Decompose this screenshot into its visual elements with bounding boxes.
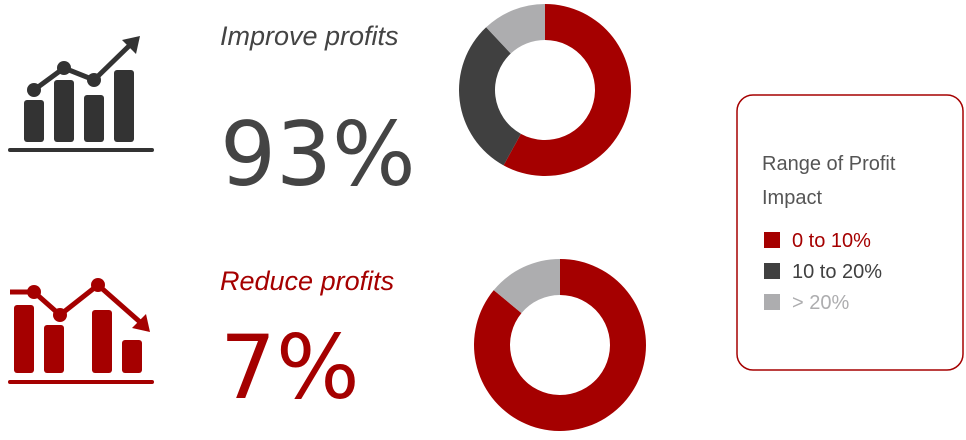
donuts xyxy=(459,4,646,431)
rising-chart-icon xyxy=(8,36,154,152)
legend-swatch xyxy=(764,263,780,279)
donut-slice xyxy=(459,27,521,166)
legend-title: Range of Profit Impact xyxy=(762,153,896,209)
donut-slice xyxy=(473,259,646,431)
legend-label: > 20% xyxy=(792,292,849,314)
share: 7% xyxy=(220,316,360,419)
donut-slice xyxy=(486,4,545,54)
legend-box xyxy=(736,94,964,371)
donut-slice xyxy=(503,4,631,176)
share: 93% xyxy=(220,103,416,206)
legend-swatch xyxy=(764,232,780,248)
falling-chart-icon xyxy=(8,278,154,384)
legend: 0 to 10% 10 to 20% > 20% xyxy=(764,230,882,314)
donut-slice xyxy=(493,259,560,314)
heading: Improve profits xyxy=(220,21,399,51)
legend-swatch xyxy=(764,294,780,310)
legend-label: 0 to 10% xyxy=(792,230,871,252)
heading: Reduce profits xyxy=(220,266,394,296)
legend-label: 10 to 20% xyxy=(792,261,882,283)
